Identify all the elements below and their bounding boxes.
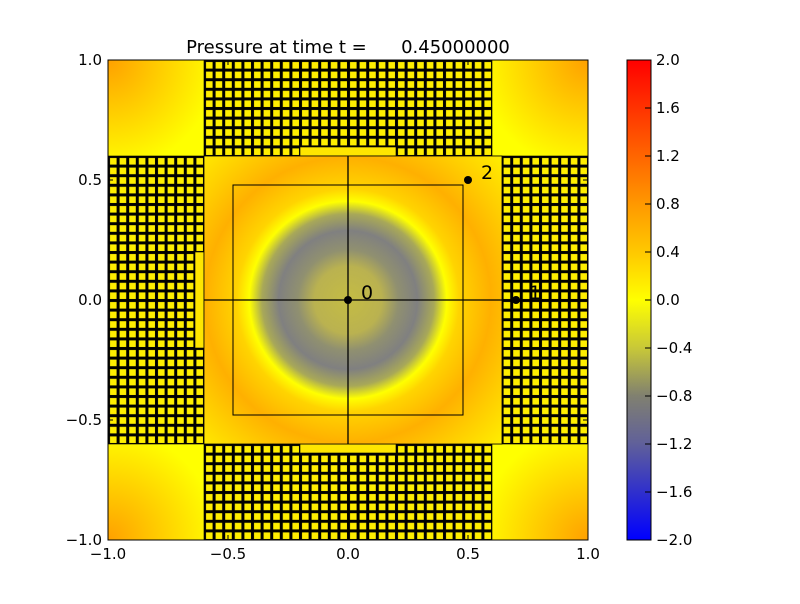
x-tick-label: −1.0 [90, 545, 126, 563]
probe-point [464, 176, 472, 184]
mesh-bottom-band [204, 444, 492, 540]
mesh-left-band [108, 156, 204, 444]
probe-point-label: 2 [481, 162, 493, 184]
colorbar-tick-label: 1.2 [656, 147, 680, 165]
strip-bottom [299, 443, 397, 454]
colorbar-tick-label: 0.8 [656, 195, 680, 213]
colorbar-tick-label: 2.0 [656, 51, 680, 69]
probe-point [344, 296, 352, 304]
colorbar: −2.0 −1.6 −1.2 −0.8 −0.4 0.0 0.4 0.8 1.2 1.6 2.0 [626, 51, 692, 549]
y-tick-label: −0.5 [66, 411, 102, 429]
corner-bottom-right [491, 443, 589, 541]
strip-top [299, 146, 397, 157]
colorbar-tick-label: −1.2 [656, 435, 692, 453]
colorbar-tick-label: −2.0 [656, 531, 692, 549]
x-tick-label: 0.0 [336, 545, 360, 563]
x-tick-label: −0.5 [210, 545, 246, 563]
colorbar-tick-label: 0.4 [656, 243, 680, 261]
probe-point-label: 1 [529, 282, 541, 304]
chart-title: Pressure at time t = 0.45000000 [186, 37, 510, 58]
x-tick-label: 0.5 [456, 545, 480, 563]
colorbar-tick-label: −0.4 [656, 339, 692, 357]
strip-left [194, 251, 205, 349]
y-tick-label: −1.0 [66, 531, 102, 549]
corner-top-right [491, 59, 589, 157]
corner-bottom-left [107, 443, 205, 541]
y-tick-label: 1.0 [78, 51, 102, 69]
probe-point [512, 296, 520, 304]
y-tick-label: 0.5 [78, 171, 102, 189]
corner-top-left [107, 59, 205, 157]
colorbar-tick-label: 1.6 [656, 99, 680, 117]
mesh-top-band [204, 60, 492, 156]
colorbar-tick-label: −0.8 [656, 387, 692, 405]
colorbar-tick-label: −1.6 [656, 483, 692, 501]
colorbar-tick-label: 0.0 [656, 291, 680, 309]
x-tick-label: 1.0 [576, 545, 600, 563]
probe-point-label: 0 [361, 282, 373, 304]
plot-area: 0 1 2 −1.0 −0.5 0.0 0.5 1.0 −1.0 −0.5 0.0 0.5 1.0 [66, 51, 600, 563]
y-tick-label: 0.0 [78, 291, 102, 309]
